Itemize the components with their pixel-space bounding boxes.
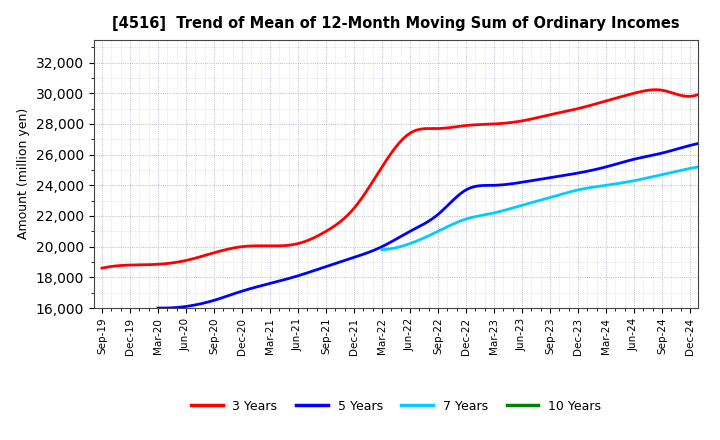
7 Years bbox=[676, 168, 685, 173]
3 Years bbox=[698, 91, 706, 96]
3 Years bbox=[98, 265, 107, 271]
Title: [4516]  Trend of Mean of 12-Month Moving Sum of Ordinary Incomes: [4516] Trend of Mean of 12-Month Moving … bbox=[112, 16, 680, 32]
7 Years bbox=[379, 247, 388, 252]
Line: 5 Years: 5 Years bbox=[158, 94, 720, 308]
5 Years bbox=[157, 305, 166, 311]
5 Years bbox=[707, 138, 716, 143]
5 Years bbox=[153, 305, 162, 311]
Line: 7 Years: 7 Years bbox=[382, 144, 720, 250]
3 Years bbox=[681, 94, 690, 99]
Legend: 3 Years, 5 Years, 7 Years, 10 Years: 3 Years, 5 Years, 7 Years, 10 Years bbox=[186, 395, 606, 418]
5 Years bbox=[160, 305, 168, 311]
7 Years bbox=[686, 166, 695, 171]
Line: 3 Years: 3 Years bbox=[102, 54, 720, 268]
3 Years bbox=[678, 93, 686, 98]
7 Years bbox=[678, 167, 686, 172]
3 Years bbox=[101, 265, 109, 270]
5 Years bbox=[703, 139, 712, 144]
Y-axis label: Amount (million yen): Amount (million yen) bbox=[17, 108, 30, 239]
7 Years bbox=[378, 247, 387, 253]
